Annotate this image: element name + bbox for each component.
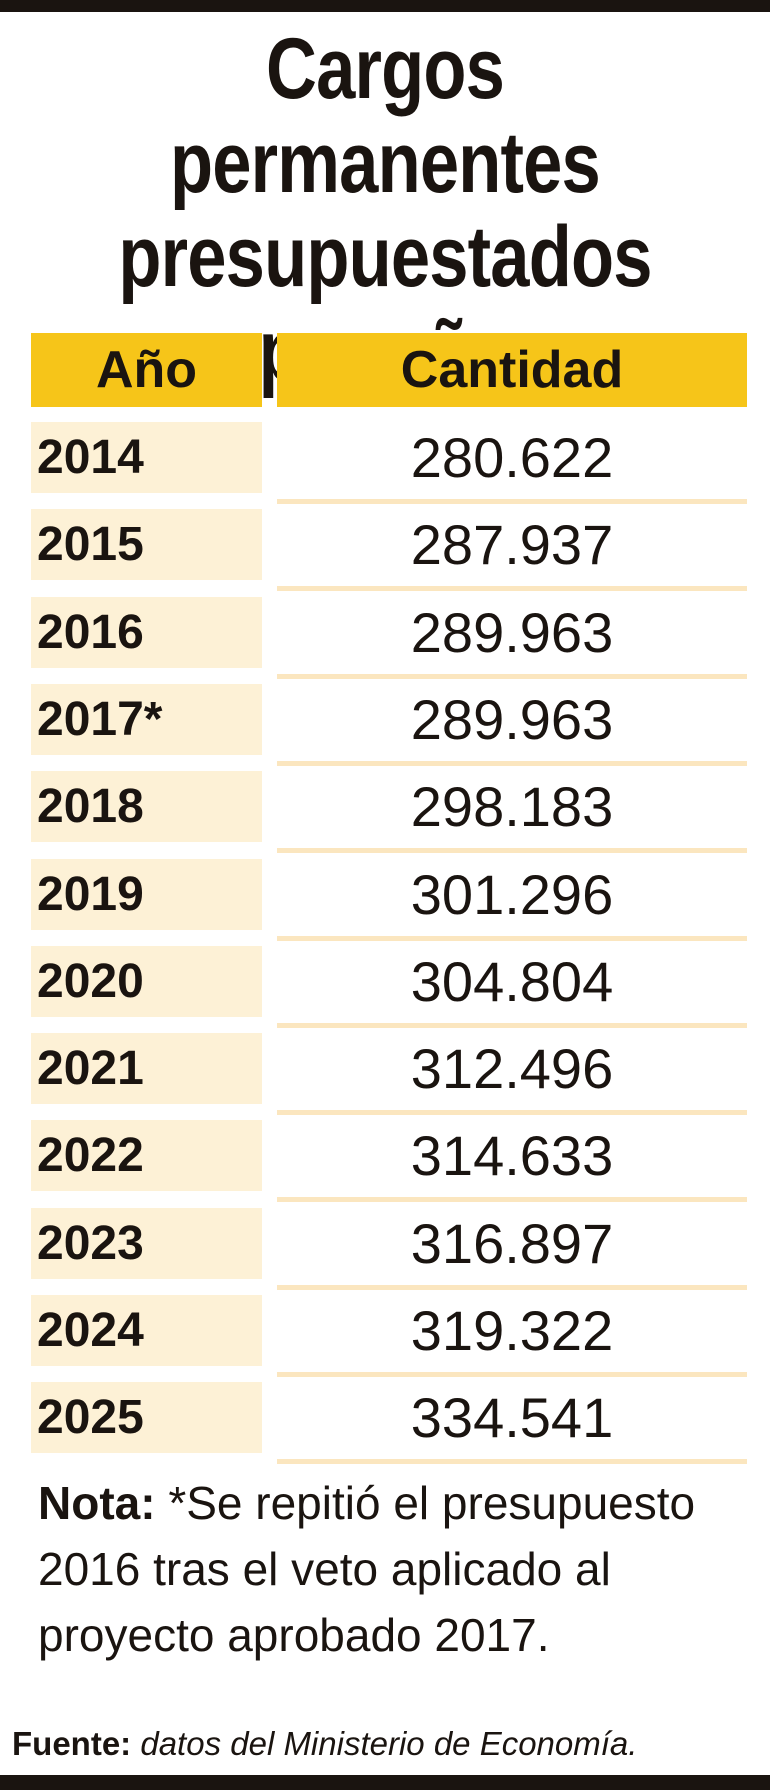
quantity-cell: 298.183 [410,775,614,839]
year-cell: 2014 [31,422,262,493]
quantity-cell: 289.963 [410,600,614,664]
quantity-cell: 314.633 [410,1124,614,1188]
title-line: presupuestados [118,209,652,305]
quantity-cell: 304.804 [410,949,614,1013]
row-separator [277,1284,747,1290]
header-quantity: Cantidad [277,333,747,407]
title-line: Cargos permanentes [170,21,601,211]
source: Fuente: datos del Ministerio de Economía… [12,1722,762,1766]
source-text: datos del Ministerio de Economía. [140,1725,638,1762]
row-separator [277,1022,747,1028]
source-label: Fuente: [12,1725,132,1762]
quantity-cell: 289.963 [410,687,614,751]
row-separator [277,1459,747,1465]
row-separator [277,760,747,766]
row-separator [277,499,747,504]
year-cell: 2017* [31,683,262,755]
row-separator [277,935,747,941]
bottom-rule [0,1775,770,1790]
row-separator [277,586,747,592]
note-text: *Se repitió el presupuesto 2016 tras el … [38,1477,696,1661]
quantity-cell: 312.496 [410,1037,614,1101]
quantity-cell: 280.622 [410,426,614,489]
year-cell: 2025 [31,1382,262,1454]
row-separator [277,1197,747,1203]
row-separator [277,673,747,679]
top-rule [0,0,770,12]
quantity-cell: 334.541 [410,1386,614,1450]
year-cell: 2015 [31,509,262,581]
header-year: Año [31,333,262,407]
row-separator [277,848,747,854]
note-label: Nota: [38,1477,156,1529]
row-separator [277,1372,747,1377]
quantity-cell: 319.322 [410,1299,614,1362]
row-separator [277,1110,747,1116]
year-cell: 2016 [31,596,262,668]
quantity-cell: 316.897 [410,1211,614,1275]
year-cell: 2023 [31,1207,262,1279]
year-cell: 2024 [31,1295,262,1366]
quantity-cell: 301.296 [410,862,614,926]
year-cell: 2021 [31,1033,262,1105]
title: Cargos permanentes presupuestados por añ… [0,22,770,398]
year-cell: 2019 [31,858,262,930]
note: Nota: *Se repitió el presupuesto 2016 tr… [38,1470,738,1668]
year-cell: 2018 [31,771,262,843]
year-cell: 2022 [31,1120,262,1192]
quantity-cell: 287.937 [410,513,614,577]
year-cell: 2020 [31,945,262,1017]
